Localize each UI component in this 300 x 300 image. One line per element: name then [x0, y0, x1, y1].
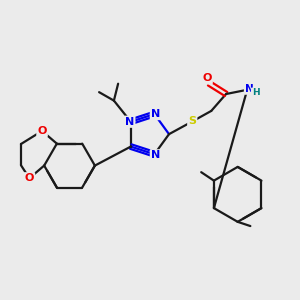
Text: O: O [38, 126, 47, 136]
Text: N: N [151, 109, 160, 119]
Text: O: O [202, 73, 212, 83]
Text: N: N [245, 84, 254, 94]
Text: S: S [188, 116, 196, 127]
Text: N: N [125, 117, 134, 127]
Text: N: N [151, 150, 160, 160]
Text: H: H [252, 88, 260, 98]
Text: O: O [25, 173, 34, 183]
